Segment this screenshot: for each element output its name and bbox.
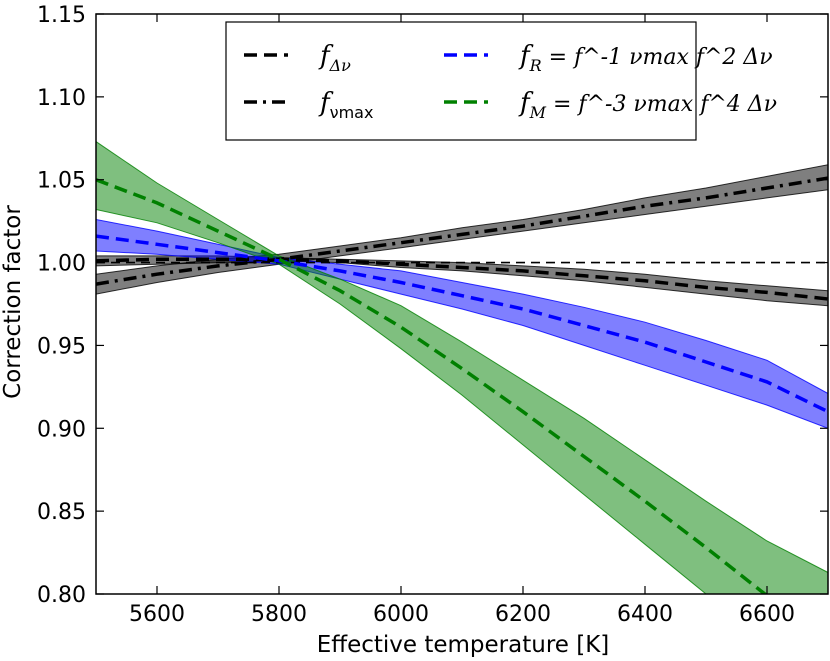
series-line-1 <box>96 176 828 286</box>
legend-label-3: fM = f^-3 νmax f^4 Δν <box>518 88 777 122</box>
legend-label-2: fR = f^-1 νmax f^2 Δν <box>518 41 773 75</box>
y-tick-label: 0.90 <box>37 417 86 442</box>
axes <box>95 13 829 595</box>
legend-box <box>225 21 697 141</box>
x-tick-label: 6400 <box>617 602 673 627</box>
y-tick-label: 0.80 <box>37 583 86 608</box>
y-tick-label: 1.10 <box>37 86 86 111</box>
axis-labels: Effective temperature [K] Correction fac… <box>0 205 609 658</box>
y-tick-label: 1.05 <box>37 169 86 194</box>
x-tick-label: 6600 <box>739 602 795 627</box>
series-line-3 <box>96 178 768 594</box>
x-tick-label: 6200 <box>495 602 551 627</box>
y-tick-label: 1.15 <box>37 3 86 28</box>
x-tick-label: 5800 <box>251 602 307 627</box>
x-axis-label: Effective temperature [K] <box>317 632 610 658</box>
series-line-2 <box>96 234 828 414</box>
plot-frame <box>95 13 829 595</box>
series-line-0 <box>96 257 828 301</box>
series-lines <box>96 176 828 594</box>
y-tick-label: 0.85 <box>37 500 86 525</box>
ticks: 5600 5800 6000 6200 6400 6600 0.80 0.85 0.90 0.95… <box>37 3 828 627</box>
y-tick-label: 0.95 <box>37 334 86 359</box>
x-tick-label: 6000 <box>373 602 429 627</box>
y-tick-label: 1.00 <box>37 252 86 277</box>
y-axis-label: Correction factor <box>0 205 26 399</box>
band-3 <box>96 140 828 594</box>
x-tick-label: 5600 <box>129 602 185 627</box>
uncertainty-bands <box>96 140 828 594</box>
